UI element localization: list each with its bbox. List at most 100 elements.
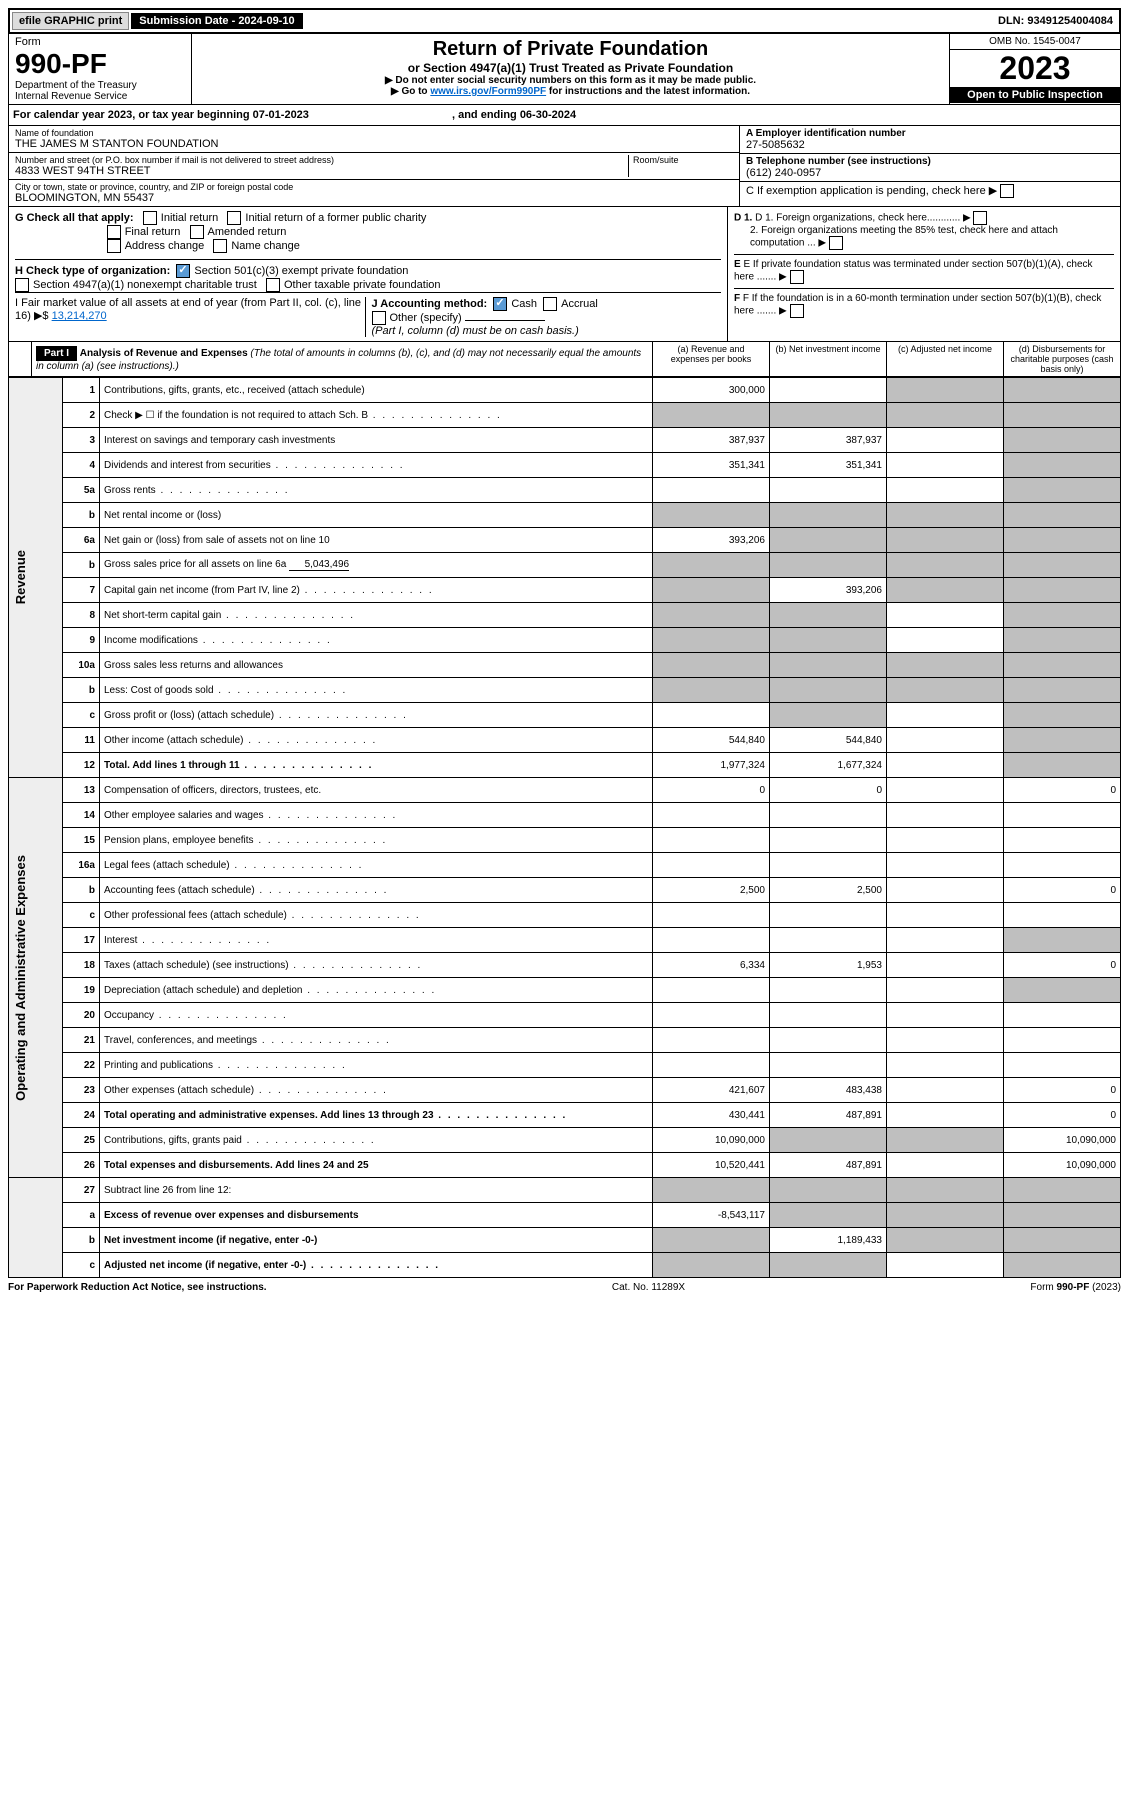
exemption-pending: C If exemption application is pending, c… — [740, 182, 1120, 200]
cell-value: 1,189,433 — [770, 1228, 887, 1253]
line-desc: Total expenses and disbursements. Add li… — [100, 1153, 653, 1178]
col-a-header: (a) Revenue and expenses per books — [652, 342, 769, 376]
table-row: 8Net short-term capital gain — [9, 603, 1121, 628]
cell-value — [653, 903, 770, 928]
checkbox-c[interactable] — [1000, 184, 1014, 198]
checkbox-final[interactable] — [107, 225, 121, 239]
table-row: bGross sales price for all assets on lin… — [9, 553, 1121, 578]
cell-value — [887, 753, 1004, 778]
cell-grey — [770, 703, 887, 728]
cell-grey — [887, 1228, 1004, 1253]
cell-value — [1004, 1003, 1121, 1028]
checkbox-name[interactable] — [213, 239, 227, 253]
line-number: 14 — [63, 803, 100, 828]
cell-value — [887, 1053, 1004, 1078]
cell-value — [887, 453, 1004, 478]
line-desc: Other professional fees (attach schedule… — [100, 903, 653, 928]
cell-value: 2,500 — [770, 878, 887, 903]
cell-grey — [1004, 628, 1121, 653]
line-desc: Net rental income or (loss) — [100, 503, 653, 528]
checkbox-accrual[interactable] — [543, 297, 557, 311]
line-desc: Occupancy — [100, 1003, 653, 1028]
cell-grey — [653, 628, 770, 653]
form990pf-link[interactable]: www.irs.gov/Form990PF — [430, 86, 546, 97]
line-number: 7 — [63, 578, 100, 603]
checkbox-e[interactable] — [790, 270, 804, 284]
dln: DLN: 93491254004084 — [992, 13, 1119, 29]
cell-value: 351,341 — [653, 453, 770, 478]
checkbox-address[interactable] — [107, 239, 121, 253]
cell-value — [770, 1028, 887, 1053]
line-desc: Taxes (attach schedule) (see instruction… — [100, 953, 653, 978]
cell-value: 421,607 — [653, 1078, 770, 1103]
part1-header: Part I Analysis of Revenue and Expenses … — [8, 342, 1121, 377]
cell-grey — [887, 578, 1004, 603]
cell-value — [887, 478, 1004, 503]
fmv-link[interactable]: 13,214,270 — [52, 310, 107, 322]
cell-grey — [770, 653, 887, 678]
cell-value — [653, 828, 770, 853]
cell-grey — [1004, 403, 1121, 428]
note-2: ▶ Go to www.irs.gov/Form990PF for instru… — [196, 86, 945, 97]
page-footer: For Paperwork Reduction Act Notice, see … — [8, 1278, 1121, 1293]
cell-value — [770, 853, 887, 878]
note-1: ▶ Do not enter social security numbers o… — [196, 75, 945, 86]
table-row: 7Capital gain net income (from Part IV, … — [9, 578, 1121, 603]
cell-grey — [653, 578, 770, 603]
table-row: 10aGross sales less returns and allowanc… — [9, 653, 1121, 678]
checkbox-amended[interactable] — [190, 225, 204, 239]
cell-grey — [1004, 528, 1121, 553]
cell-grey — [770, 528, 887, 553]
form-title: Return of Private Foundation — [196, 38, 945, 61]
cell-value — [770, 978, 887, 1003]
line-number: c — [63, 703, 100, 728]
cell-value — [1004, 803, 1121, 828]
checkbox-d1[interactable] — [973, 211, 987, 225]
line-desc: Less: Cost of goods sold — [100, 678, 653, 703]
cell-value: 387,937 — [770, 428, 887, 453]
cell-value: 1,977,324 — [653, 753, 770, 778]
line-desc: Interest on savings and temporary cash i… — [100, 428, 653, 453]
checkbox-initial-former[interactable] — [227, 211, 241, 225]
efile-print-button[interactable]: efile GRAPHIC print — [12, 12, 129, 30]
cell-value: 2,500 — [653, 878, 770, 903]
cell-value: 351,341 — [770, 453, 887, 478]
line-number: 9 — [63, 628, 100, 653]
cell-grey — [653, 403, 770, 428]
line-number: 16a — [63, 853, 100, 878]
irs-label: Internal Revenue Service — [15, 91, 185, 102]
table-row: aExcess of revenue over expenses and dis… — [9, 1203, 1121, 1228]
form-number: 990-PF — [15, 48, 185, 80]
e-line: E E If private foundation status was ter… — [734, 254, 1114, 284]
line-number: 13 — [63, 778, 100, 803]
cell-grey — [1004, 603, 1121, 628]
cell-grey — [1004, 428, 1121, 453]
line-number: b — [63, 678, 100, 703]
cell-grey — [1004, 453, 1121, 478]
checkbox-initial[interactable] — [143, 211, 157, 225]
cell-grey — [1004, 703, 1121, 728]
cell-value: 544,840 — [653, 728, 770, 753]
line-desc: Net short-term capital gain — [100, 603, 653, 628]
line-number: 3 — [63, 428, 100, 453]
cell-grey — [1004, 478, 1121, 503]
cell-grey — [653, 1228, 770, 1253]
checkbox-f[interactable] — [790, 304, 804, 318]
cell-grey — [887, 653, 1004, 678]
cell-value — [770, 803, 887, 828]
checkbox-d2[interactable] — [829, 236, 843, 250]
table-row: 5aGross rents — [9, 478, 1121, 503]
checkbox-501c3[interactable] — [176, 264, 190, 278]
table-row: bLess: Cost of goods sold — [9, 678, 1121, 703]
checkbox-4947[interactable] — [15, 278, 29, 292]
table-row: 2Check ▶ ☐ if the foundation is not requ… — [9, 403, 1121, 428]
line-desc: Adjusted net income (if negative, enter … — [100, 1253, 653, 1278]
checkbox-other-taxable[interactable] — [266, 278, 280, 292]
cell-grey — [1004, 978, 1121, 1003]
line-desc: Legal fees (attach schedule) — [100, 853, 653, 878]
cell-value — [887, 1078, 1004, 1103]
form-label: Form — [15, 36, 185, 48]
table-row: Revenue1Contributions, gifts, grants, et… — [9, 378, 1121, 403]
checkbox-other-method[interactable] — [372, 311, 386, 325]
checkbox-cash[interactable] — [493, 297, 507, 311]
